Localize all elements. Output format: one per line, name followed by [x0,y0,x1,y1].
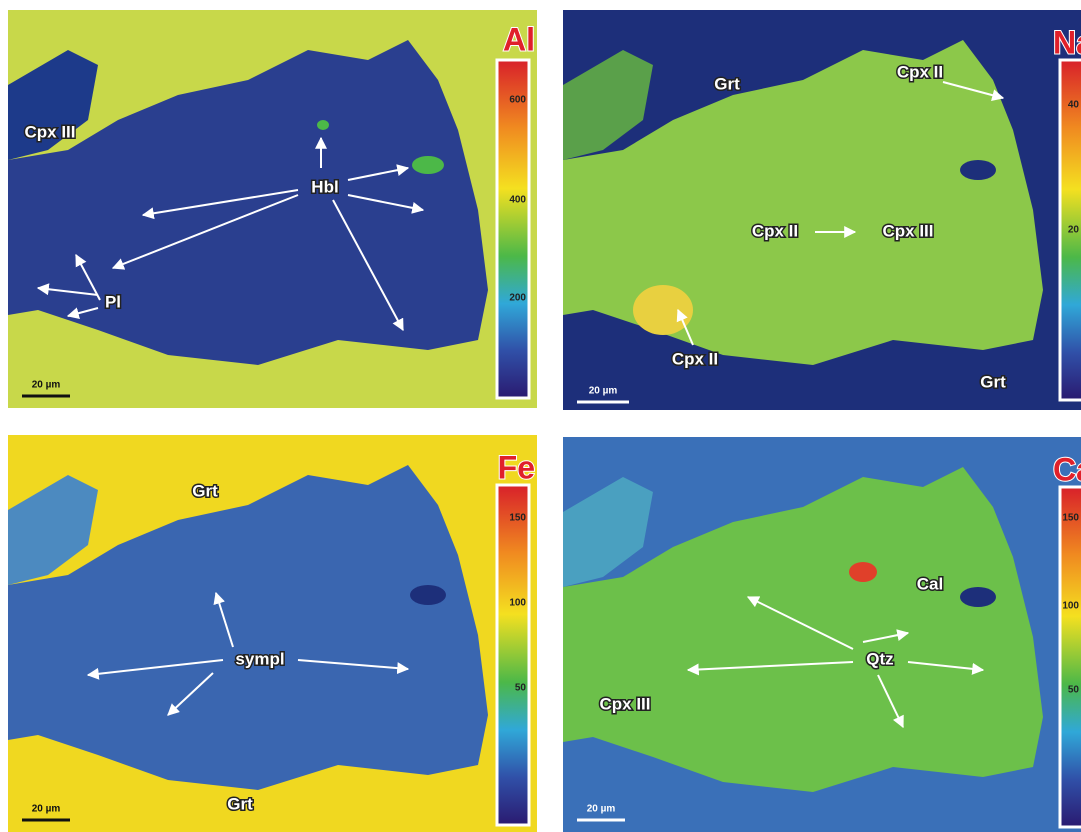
colorbar-tick: 400 [509,195,526,206]
panel-ca: 150 100 50 Ca Cal Qtz Cpx III 20 µm [563,437,1081,832]
element-label: Fe [498,449,535,485]
inclusion [960,160,996,180]
colorbar-tick: 200 [509,293,526,304]
colorbar-tick: 50 [515,683,527,694]
scale-bar-label: 20 µm [32,804,61,815]
mineral-label: Cpx II [897,62,943,81]
element-label: Al [503,21,535,57]
mineral-label: sympl [235,649,284,668]
colorbar-tick: 20 [1068,225,1080,236]
colorbar-tick: 100 [509,598,526,609]
scale-bar-label: 20 µm [589,386,618,397]
colorbar-tick: 150 [1062,513,1079,524]
mineral-label: Cpx II [752,221,798,240]
panel-al: 600 400 200 Al Cpx III Hbl Pl 20 µm [8,10,537,408]
element-label: Na [1053,24,1081,60]
colorbar [1060,487,1081,827]
mineral-label: Hbl [311,177,338,196]
colorbar-tick: 150 [509,513,526,524]
element-label: Ca [1053,451,1081,487]
calcite [849,562,877,582]
mineral-label: Cpx III [599,694,650,713]
colorbar-tick: 100 [1062,601,1079,612]
inclusion [960,587,996,607]
panel-na: 40 20 Na Grt Cpx II Cpx II Cpx III Cpx I… [563,10,1081,410]
panel-fe: 150 100 50 Fe Grt sympl Grt 20 µm [8,435,537,832]
mineral-label: Grt [714,74,740,93]
inclusion [410,585,446,605]
mineral-label: Grt [227,794,253,813]
mineral-label: Cpx III [24,122,75,141]
mineral-label: Cpx III [882,221,933,240]
inclusion [412,156,444,174]
mineral-label: Pl [105,292,121,311]
colorbar-tick: 40 [1068,100,1080,111]
zone [633,285,693,335]
colorbar-tick: 50 [1068,685,1080,696]
mineral-label: Qtz [866,649,893,668]
colorbar [497,60,529,398]
colorbar [497,485,529,825]
scale-bar-label: 20 µm [32,380,61,391]
mineral-label: Cal [917,574,943,593]
mineral-label: Grt [192,481,218,500]
inclusion [317,120,329,130]
mineral-label: Grt [980,372,1006,391]
figure: 600 400 200 Al Cpx III Hbl Pl 20 µm 40 2… [0,0,1081,832]
colorbar-tick: 600 [509,95,526,106]
scale-bar-label: 20 µm [587,804,616,815]
mineral-label: Cpx II [672,349,718,368]
